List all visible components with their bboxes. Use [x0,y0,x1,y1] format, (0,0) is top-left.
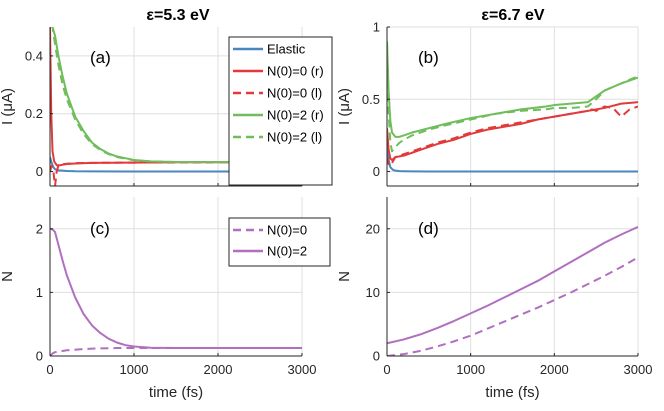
panel-b-ylabel: I (μA) [336,88,353,125]
panel-b-series-elastic [387,142,638,173]
panel-a-legend-box [228,36,333,186]
panel-a-title: ε=5.3 eV [146,7,210,24]
panel-d-ytick-label-0: 0 [373,349,380,364]
panel-b-title: ε=6.7 eV [481,7,545,24]
panel-b-label: (b) [418,48,439,67]
panel-c-legend-label-0: N(0)=0 [267,223,307,238]
panel-d-series-n-0-0 [387,256,638,356]
panel-a-legend: Elastic N(0)=0 (r) N(0)=0 (l) N(0)=2 (r) N(0… [228,36,333,186]
panel-a-legend-label-2: N(0)=0 (l) [267,86,322,101]
panel-c-ytick-label-2: 2 [36,221,43,236]
panel-c-xtick-label-1: 1000 [120,362,149,377]
panel-a-series-n-0-0-l- [50,161,302,186]
panel-c-legend: N(0)=0 N(0)=2 [228,217,331,267]
panel-a-ytick-label-1: 0.2 [25,106,43,121]
panel-a-legend-label-3: N(0)=2 (r) [267,108,324,123]
panel-b-series-n-0-2-l- [387,41,638,153]
panel-d-ytick-label-2: 20 [366,221,380,236]
panel-d-xlabel: time (fs) [485,384,539,401]
panel-b-ytick-label-0: 0 [373,164,380,179]
panel-a-label: (a) [90,48,111,67]
panel-d-xtick-label-0: 0 [383,362,390,377]
panel-c-ylabel: N [0,271,16,282]
panel-a-ytick-label-0: 0 [36,164,43,179]
panel-d-xtick-label-1: 1000 [456,362,485,377]
panel-c-xtick-label-0: 0 [46,362,53,377]
panel-a-legend-label-4: N(0)=2 (l) [267,130,322,145]
panel-c-xtick-label-2: 2000 [204,362,233,377]
panel-a: 0 0.2 0.4 I (μA) (a) Elastic N(0)=0 (r) N(0)=0 … [0,27,333,187]
panel-d-ytick-label-1: 10 [366,285,380,300]
panel-d-ylabel: N [336,271,353,282]
panel-a-legend-label-1: N(0)=0 (r) [267,64,324,79]
panel-c-legend-box [228,217,331,267]
panel-a-legend-label-0: Elastic [267,42,306,57]
panel-d-xtick-label-2: 2000 [540,362,569,377]
panel-d-xtick-label-3: 3000 [624,362,653,377]
panel-c-ytick-label-1: 1 [36,285,43,300]
panel-a-ylabel: I (μA) [0,88,16,125]
panel-a-series-n-0-2-l- [51,27,302,164]
panel-c-ytick-label-0: 0 [36,349,43,364]
panel-c-series-n-0-2 [50,227,302,350]
panel-b-ytick-label-1: 0.5 [362,92,380,107]
panel-b-series-n-0-0-l- [387,105,638,167]
panel-c-xlabel: time (fs) [149,384,203,401]
panel-c-series-n-0-0 [50,347,302,356]
panel-a-ytick-label-2: 0.4 [25,48,43,63]
panel-d-label: (d) [418,219,439,238]
panel-c-xtick-label-3: 3000 [288,362,317,377]
panel-b-series-n-0-2-r- [387,41,638,138]
panel-b: 0 0.5 1 I (μA) (b) [336,20,639,187]
panel-a-series-elastic [50,156,302,173]
panel-d-series-n-0-2 [387,225,638,345]
panel-c-legend-label-1: N(0)=2 [267,244,307,259]
panel-c-label: (c) [90,219,110,238]
panel-b-ytick-label-2: 1 [373,20,380,35]
